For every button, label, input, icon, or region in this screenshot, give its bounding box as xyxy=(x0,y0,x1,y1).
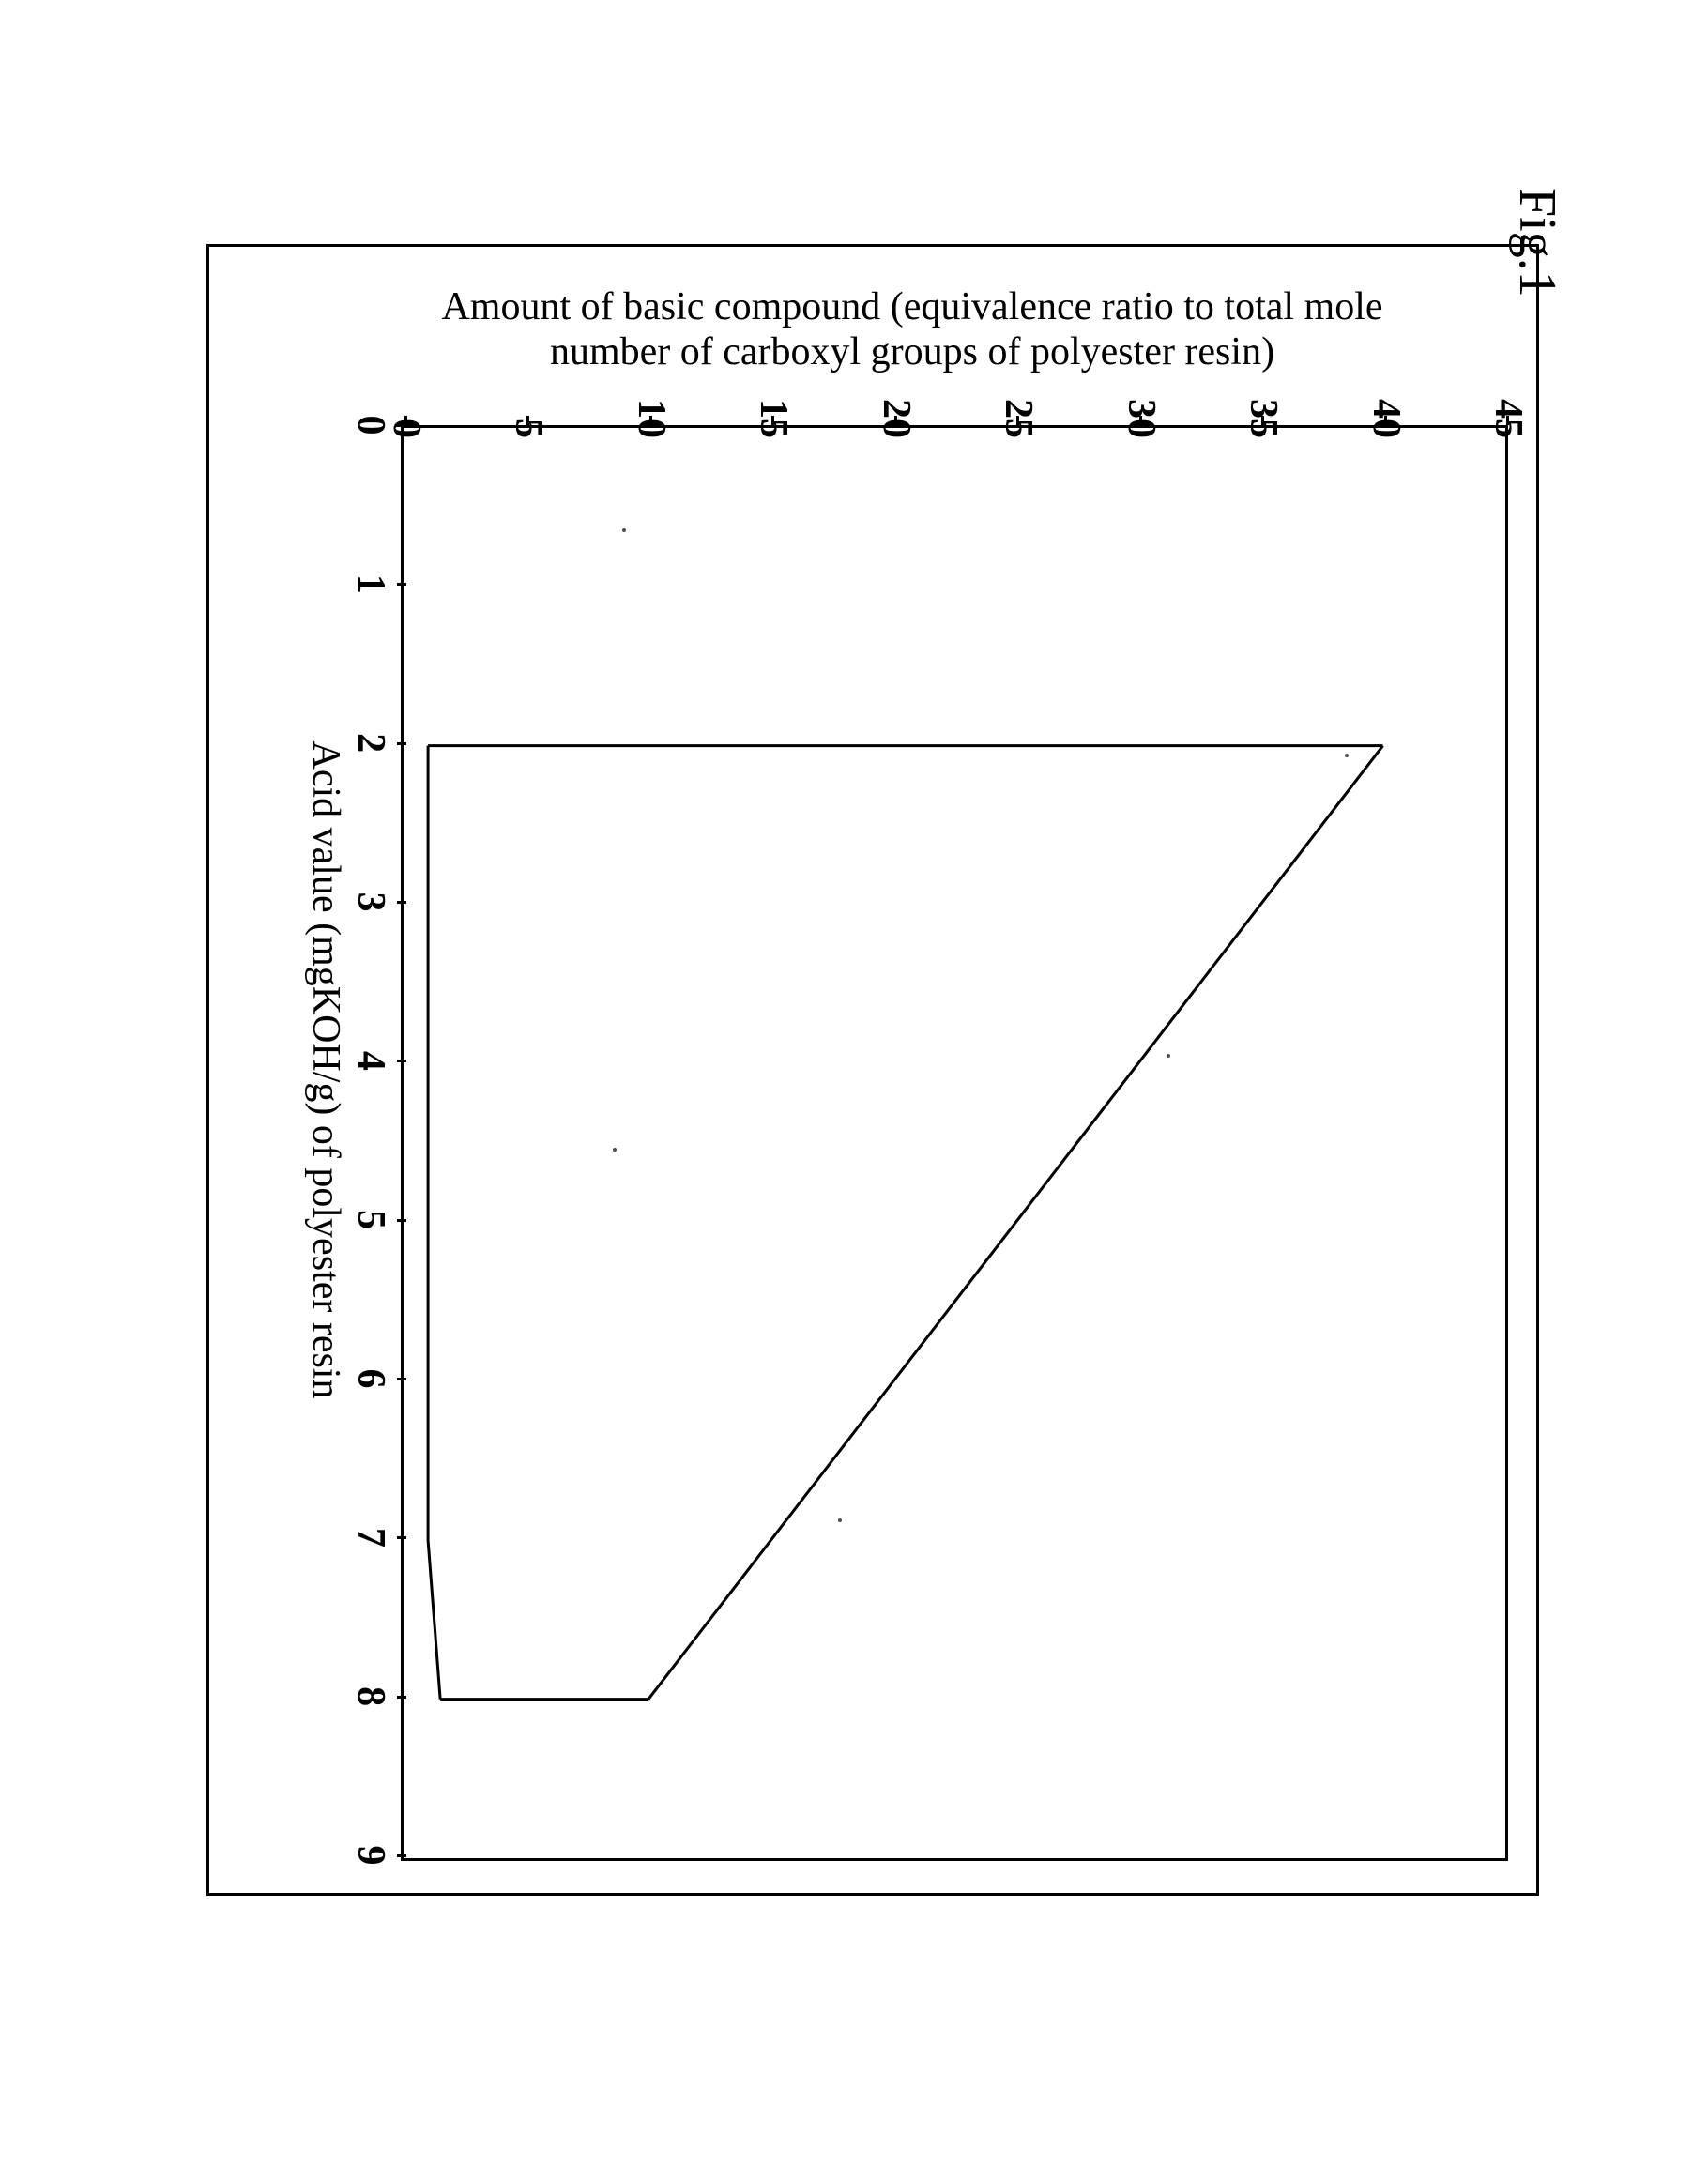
x-tick-label: 3 xyxy=(348,892,393,912)
rotated-canvas: Fig.1 Amount of basic compound (equivale… xyxy=(0,0,1708,2181)
y-tick-mark xyxy=(1261,416,1264,425)
x-tick-label: 1 xyxy=(348,574,393,594)
page: Fig.1 Amount of basic compound (equivale… xyxy=(0,0,1708,2181)
x-tick-mark xyxy=(397,1854,406,1857)
plot-area xyxy=(401,425,1508,1861)
scan-speck xyxy=(1345,754,1349,757)
y-tick-mark xyxy=(1016,416,1019,425)
y-tick-mark xyxy=(1384,416,1387,425)
series-lower-boundary xyxy=(428,746,440,1700)
y-axis-title: Amount of basic compound (equivalence ra… xyxy=(343,284,1482,374)
x-tick-mark xyxy=(397,1536,406,1539)
x-tick-mark xyxy=(397,1696,406,1699)
x-tick-label: 8 xyxy=(348,1686,393,1706)
x-tick-mark xyxy=(397,1378,406,1380)
y-axis-title-line2: number of carboxyl groups of polyester r… xyxy=(343,329,1482,374)
y-tick-mark xyxy=(771,416,774,425)
x-tick-label: 5 xyxy=(348,1210,393,1229)
x-tick-label: 2 xyxy=(348,733,393,753)
x-tick-label: 4 xyxy=(348,1051,393,1071)
x-tick-mark xyxy=(397,901,406,904)
x-tick-mark xyxy=(397,583,406,586)
y-tick-mark xyxy=(1139,416,1142,425)
y-tick-mark xyxy=(894,416,897,425)
y-tick-mark xyxy=(526,416,529,425)
x-tick-label: 0 xyxy=(348,416,393,435)
y-tick-mark xyxy=(649,416,652,425)
series-upper-boundary xyxy=(648,746,1383,1700)
scan-speck xyxy=(613,1148,617,1152)
chart-outer-frame: Amount of basic compound (equivalence ra… xyxy=(206,244,1539,1896)
x-tick-mark xyxy=(397,742,406,745)
x-tick-label: 7 xyxy=(348,1528,393,1548)
x-tick-mark xyxy=(397,1219,406,1222)
plot-svg xyxy=(404,428,1505,1858)
scan-speck xyxy=(1167,1054,1170,1058)
y-axis-title-line1: Amount of basic compound (equivalence ra… xyxy=(343,284,1482,329)
scan-speck xyxy=(838,1518,842,1522)
x-tick-mark xyxy=(397,1060,406,1062)
x-axis-title: Acid value (mgKOH/g) of polyester resin xyxy=(303,247,348,1893)
x-tick-label: 9 xyxy=(348,1846,393,1866)
y-tick-mark xyxy=(1506,416,1509,425)
x-tick-label: 6 xyxy=(348,1369,393,1389)
scan-speck xyxy=(622,528,626,532)
x-tick-mark xyxy=(397,424,406,427)
